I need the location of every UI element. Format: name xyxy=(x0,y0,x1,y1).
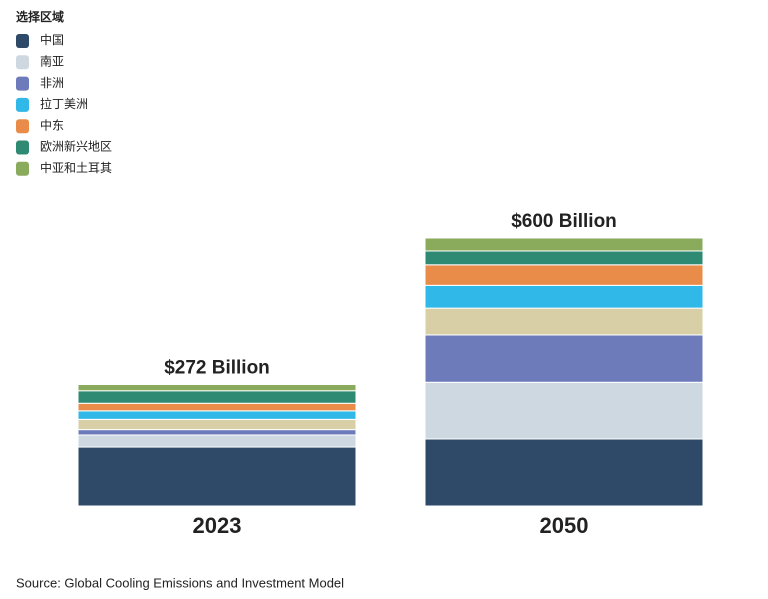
bar-segment xyxy=(424,250,704,266)
legend-label: 拉丁美洲 xyxy=(40,96,88,111)
x-tick-label: 2023 xyxy=(193,513,242,538)
bar-segment xyxy=(77,446,357,507)
legend-swatch xyxy=(16,119,29,134)
total-label: $272 Billion xyxy=(164,358,270,379)
bar-segment xyxy=(77,410,357,420)
legend-label: 南亚 xyxy=(40,53,64,68)
bar-segment xyxy=(424,264,704,286)
legend-label: 中国 xyxy=(40,32,64,47)
bar-segment xyxy=(77,434,357,448)
bar-segment xyxy=(77,390,357,404)
bar-segment xyxy=(77,429,357,436)
bar-segment xyxy=(424,334,704,383)
legend-label: 中亚和土耳其 xyxy=(40,160,112,175)
legend-swatch xyxy=(16,76,29,91)
source: Source: Global Cooling Emissions and Inv… xyxy=(16,575,344,590)
legend-label: 欧洲新兴地区 xyxy=(40,139,112,154)
legend-swatch xyxy=(16,97,29,112)
bar-segment xyxy=(424,307,704,336)
legend-swatch xyxy=(16,140,29,155)
legend-swatch xyxy=(16,55,29,70)
bar-segment xyxy=(77,418,357,431)
legend-swatch xyxy=(16,34,29,48)
legend-label: 中东 xyxy=(40,117,64,132)
total-label: $600 Billion xyxy=(511,211,617,232)
bar-segment xyxy=(77,384,357,392)
bar-segment xyxy=(424,381,704,440)
bar-segment xyxy=(424,438,704,507)
legend-swatch xyxy=(16,161,29,176)
bar-segment xyxy=(424,284,704,309)
bar-segment xyxy=(77,402,357,412)
bar-segment xyxy=(424,237,704,252)
legend-label: 非洲 xyxy=(40,76,64,90)
x-tick-label: 2050 xyxy=(540,513,589,538)
legend-title: 选择区域 xyxy=(16,9,64,24)
